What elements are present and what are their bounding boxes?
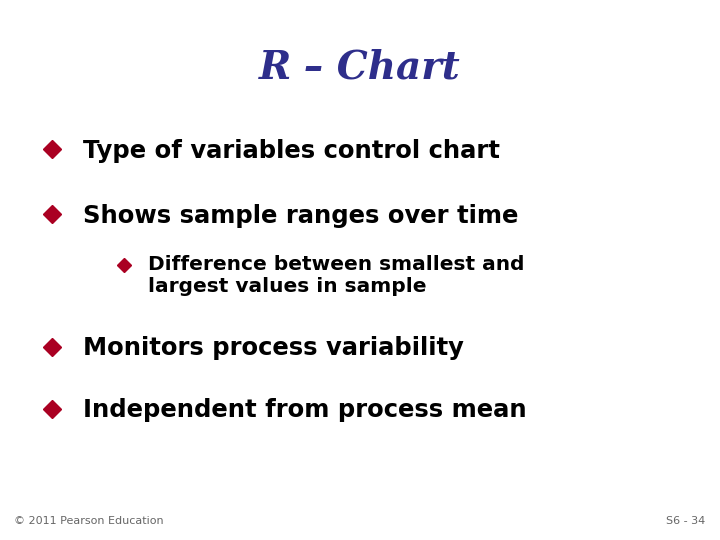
Text: R – Chart: R – Chart — [259, 49, 461, 86]
Text: Monitors process variability: Monitors process variability — [83, 336, 464, 360]
Text: Shows sample ranges over time: Shows sample ranges over time — [83, 204, 518, 228]
Text: Difference between smallest and
largest values in sample: Difference between smallest and largest … — [148, 254, 524, 296]
Text: Type of variables control chart: Type of variables control chart — [83, 139, 500, 163]
Text: © 2011 Pearson Education: © 2011 Pearson Education — [14, 516, 164, 526]
Text: S6 - 34: S6 - 34 — [666, 516, 706, 526]
Text: Independent from process mean: Independent from process mean — [83, 399, 526, 422]
